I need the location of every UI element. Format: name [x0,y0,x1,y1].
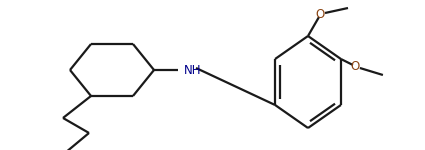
Text: O: O [350,60,360,74]
Text: NH: NH [184,64,201,78]
Text: O: O [315,8,325,21]
